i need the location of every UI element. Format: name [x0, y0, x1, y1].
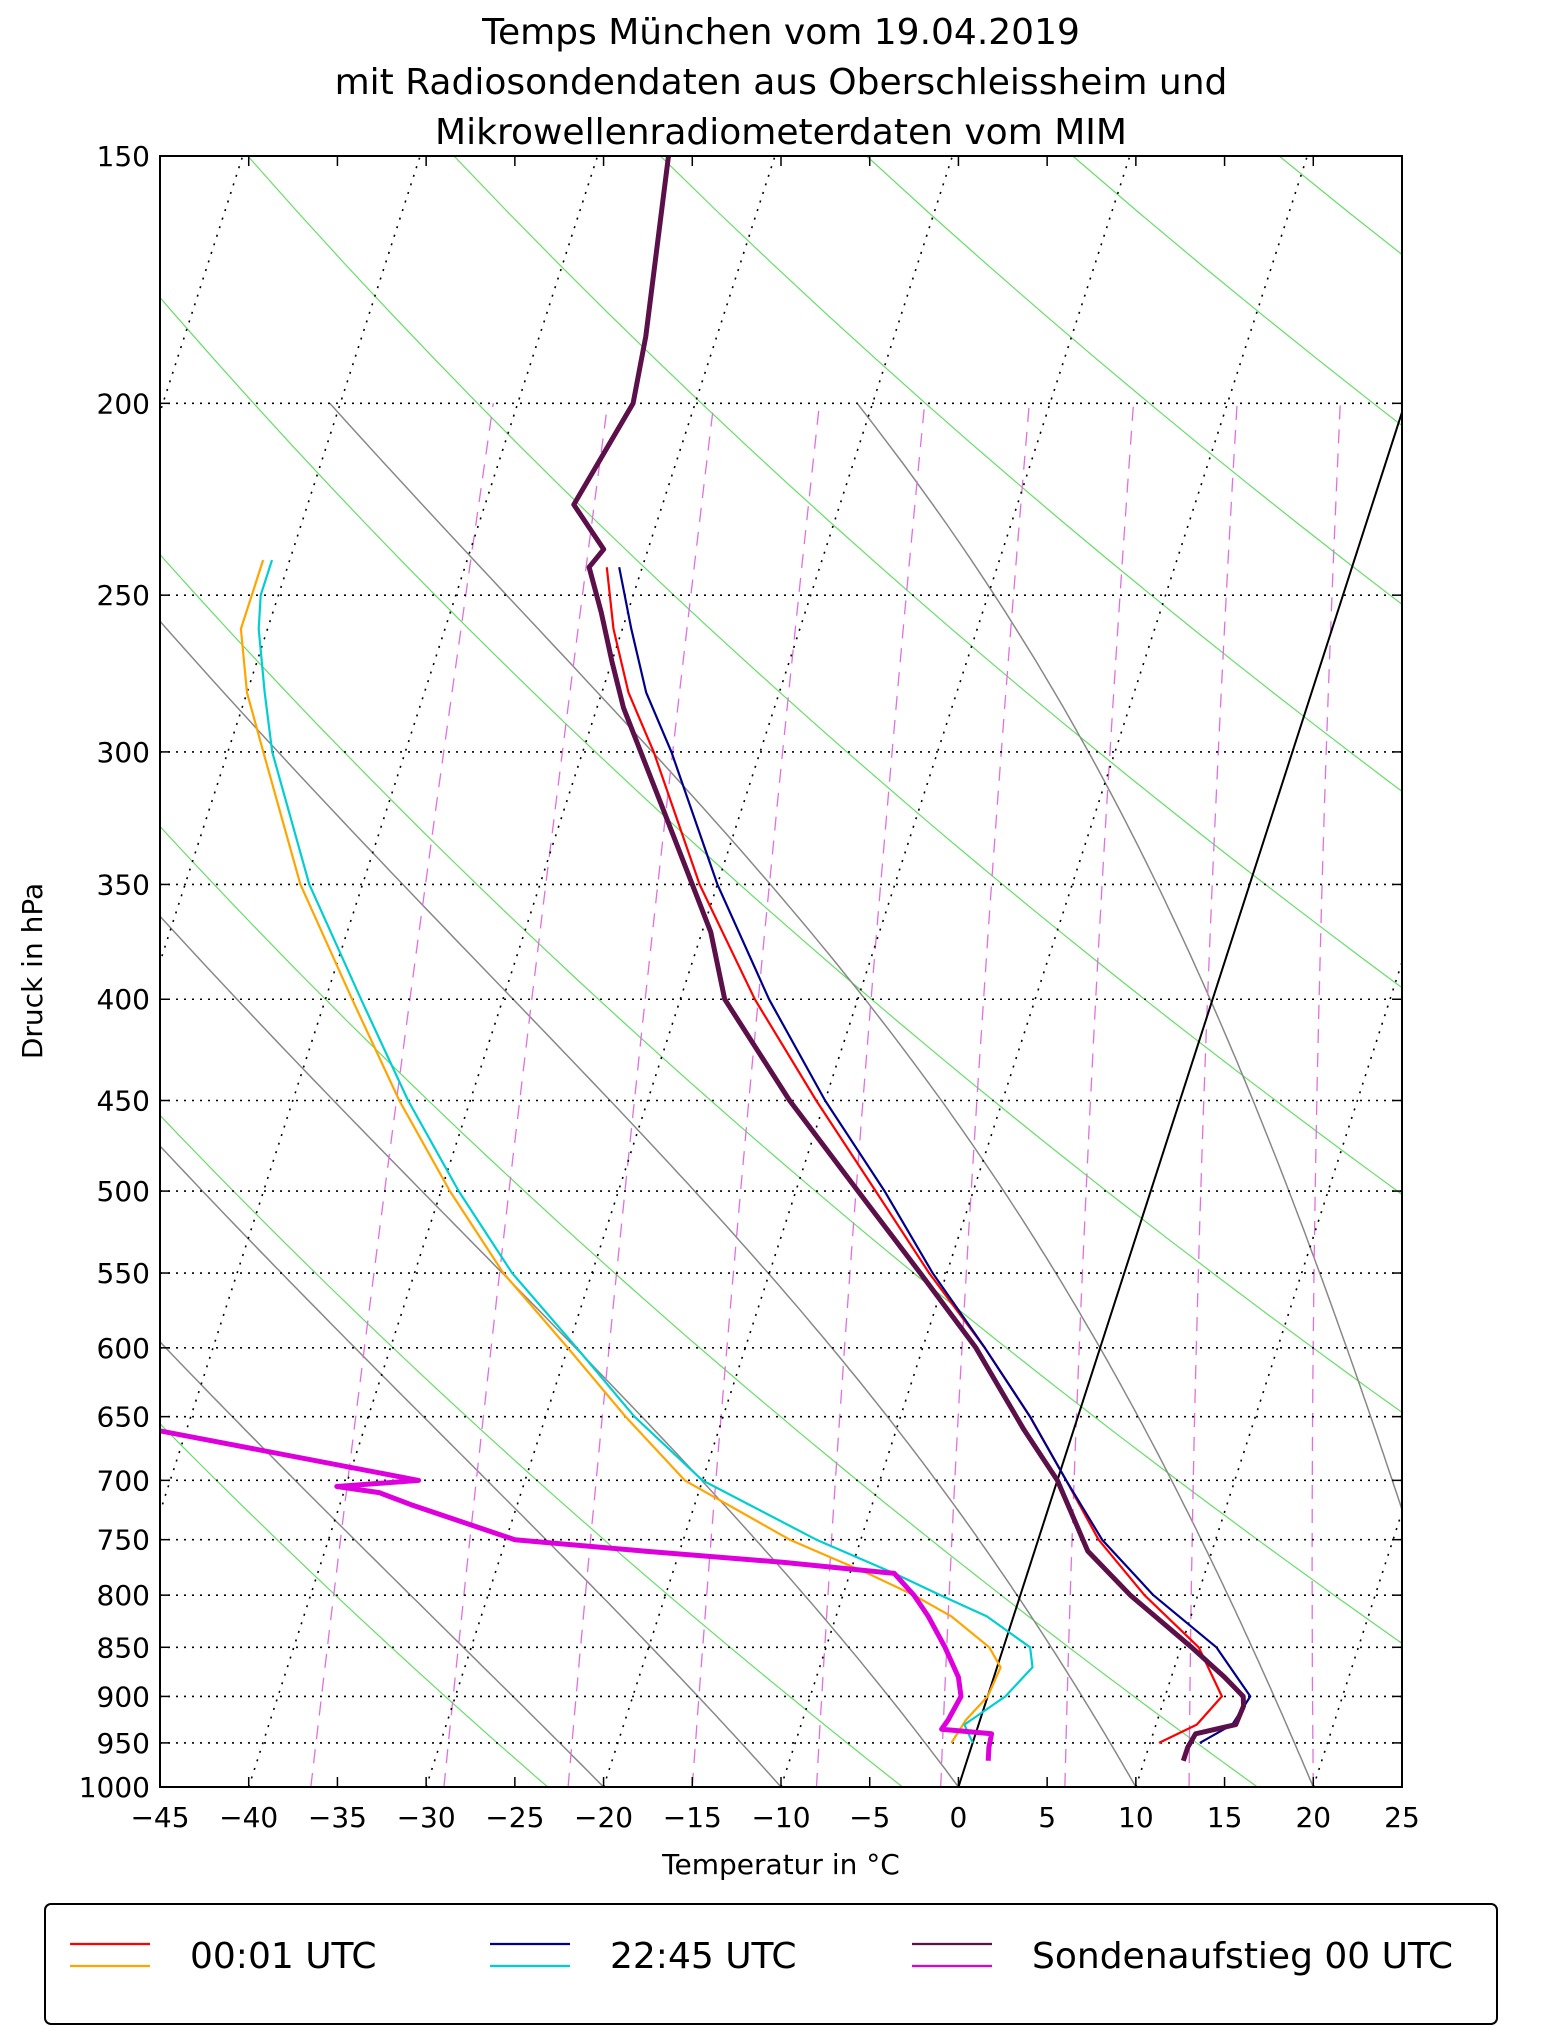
data-series: [160, 156, 1252, 1762]
y-tick-label: 400: [97, 983, 150, 1016]
dry-adiabat-line: [453, 156, 1402, 989]
mixing-ratio-line: [1064, 403, 1135, 1787]
series-line-temperature: [571, 156, 1247, 1762]
series-line-dewpoint: [257, 559, 1034, 1744]
series-line-temperature: [618, 566, 1252, 1744]
dry-adiabat-line: [866, 156, 1402, 606]
series-line-temperature: [605, 567, 1223, 1744]
dry-adiabat-line: [247, 156, 1402, 1196]
moist-adiabat-line: [856, 402, 1402, 1512]
mixing-ratio-line: [1311, 403, 1341, 1787]
mixing-ratio-line: [1429, 403, 1443, 1787]
plot-frame: [159, 155, 1403, 1788]
x-tick-label: 5: [1038, 1801, 1056, 1834]
moist-adiabat-line: [160, 1340, 605, 1787]
mixing-ratio-line: [940, 403, 1030, 1787]
dry-adiabat-line: [160, 1422, 549, 1787]
mixing-ratio-line: [691, 403, 821, 1787]
dry-adiabat-line: [160, 825, 1258, 1787]
x-tick-label: −20: [574, 1801, 633, 1834]
pressure-gridlines: [160, 156, 1402, 1787]
series-line-dewpoint: [160, 1428, 995, 1761]
background-reference-lines: [160, 156, 1542, 1787]
y-axis-label: Druck in hPa: [16, 883, 49, 1059]
y-axis-ticks: 150 200 250 300 350 400 450 500 550 600 650 700 750 8…: [79, 140, 1402, 1804]
y-tick-label: 750: [97, 1524, 150, 1557]
x-tick-label: −15: [663, 1801, 722, 1834]
x-tick-label: 15: [1207, 1801, 1243, 1834]
y-tick-label: 1000: [79, 1771, 150, 1804]
isotherm-line: [160, 156, 599, 1515]
x-tick-label: −10: [751, 1801, 810, 1834]
isotherm-line: [1312, 1509, 1402, 1787]
y-tick-label: 550: [97, 1257, 150, 1290]
legend-label: Sondenaufstieg 00 UTC: [1032, 1936, 1453, 1977]
x-axis-label: Temperatur in °C: [661, 1848, 900, 1881]
y-tick-label: 900: [97, 1680, 150, 1713]
x-tick-label: 25: [1384, 1801, 1420, 1834]
dry-adiabat-line: [1072, 156, 1402, 427]
moist-adiabat-line: [160, 620, 1137, 1787]
legend: 00:01 UTC 22:45 UTC Sondenaufstieg 00 UTC: [44, 1903, 1498, 2025]
legend-frame: [44, 1903, 1498, 2025]
y-tick-label: 150: [97, 140, 150, 173]
zero-degree-isotherm: [957, 409, 1402, 1787]
legend-label: 22:45 UTC: [610, 1936, 797, 1977]
dry-adiabat-line: [1485, 156, 1542, 1787]
dry-adiabat-line: [160, 1114, 903, 1787]
x-tick-label: 20: [1295, 1801, 1331, 1834]
dry-adiabat-line: [160, 296, 1402, 1414]
mixing-ratio-line: [815, 403, 926, 1787]
x-tick-label: 10: [1118, 1801, 1154, 1834]
mixing-ratio-line: [567, 403, 715, 1787]
x-tick-label: −45: [130, 1801, 189, 1834]
dry-adiabat-line: [659, 156, 1402, 793]
y-tick-label: 200: [97, 387, 150, 420]
x-tick-label: −35: [308, 1801, 367, 1834]
y-tick-label: 450: [97, 1085, 150, 1118]
y-tick-label: 300: [97, 736, 150, 769]
y-tick-label: 350: [97, 868, 150, 901]
series-line-dewpoint: [239, 559, 1002, 1744]
y-tick-label: 650: [97, 1401, 150, 1434]
dry-adiabat-line: [1278, 156, 1402, 256]
y-tick-label: 600: [97, 1332, 150, 1365]
mixing-ratio-line: [443, 403, 609, 1787]
isotherm-line: [602, 156, 1131, 1787]
y-tick-label: 250: [97, 579, 150, 612]
title-line-1: Temps München vom 19.04.2019: [481, 12, 1080, 53]
mixing-ratio-line: [310, 403, 494, 1787]
x-tick-label: −40: [219, 1801, 278, 1834]
y-tick-label: 700: [97, 1464, 150, 1497]
x-axis-ticks: −45 −40 −35 −30 −25 −20 −15 −10 −5 0 5 10 15 20 25: [130, 156, 1420, 1834]
x-tick-label: 0: [950, 1801, 968, 1834]
title-line-3: Mikrowellenradiometerdaten vom MIM: [435, 112, 1127, 153]
x-tick-label: −30: [397, 1801, 456, 1834]
isotherm-line: [1135, 959, 1402, 1787]
mixing-ratio-line: [1188, 403, 1238, 1787]
dry-adiabat-line: [160, 553, 1402, 1645]
title-line-2: mit Radiosondendaten aus Oberschleisshei…: [335, 62, 1228, 103]
x-tick-label: −5: [849, 1801, 890, 1834]
y-tick-label: 800: [97, 1579, 150, 1612]
isotherm-line: [780, 156, 1309, 1787]
y-tick-label: 850: [97, 1631, 150, 1664]
y-tick-label: 500: [97, 1175, 150, 1208]
isotherm-line: [1491, 156, 1542, 1787]
isotherm-line: [425, 156, 954, 1787]
x-tick-label: −25: [485, 1801, 544, 1834]
legend-label: 00:01 UTC: [190, 1936, 377, 1977]
chart-title: Temps München vom 19.04.2019 mit Radioso…: [335, 12, 1228, 153]
isotherm-line: [247, 156, 776, 1787]
moist-adiabat-line: [160, 1144, 782, 1787]
y-tick-label: 950: [97, 1727, 150, 1760]
